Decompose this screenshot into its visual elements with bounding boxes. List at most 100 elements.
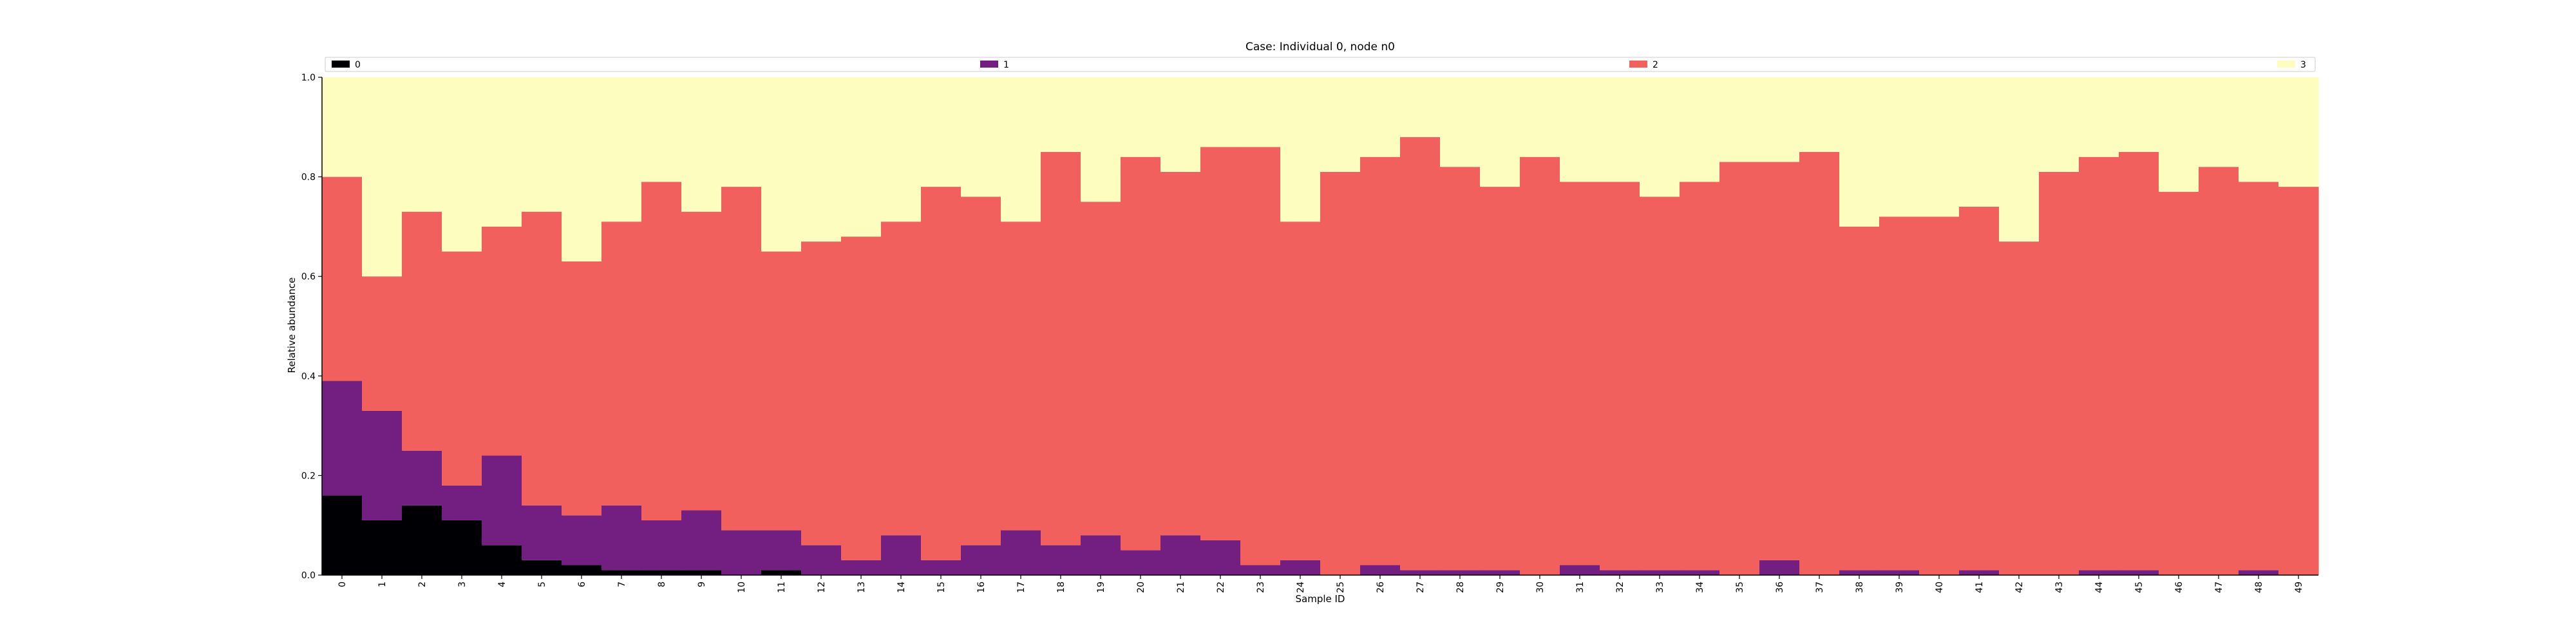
- bar-segment-series-3-sample-35: [1719, 77, 1760, 162]
- bar-segment-series-3-sample-29: [1480, 77, 1520, 187]
- bar-segment-series-3-sample-1: [362, 77, 402, 277]
- bar-segment-series-1-sample-28: [1440, 570, 1481, 575]
- bar-segment-series-2-sample-1: [362, 276, 402, 411]
- bar-segment-series-1-sample-16: [961, 545, 1001, 575]
- x-tick-label: 29: [1495, 582, 1506, 593]
- x-tick-label: 26: [1376, 582, 1386, 593]
- x-tick-label: 15: [936, 582, 947, 593]
- bar-segment-series-2-sample-15: [921, 187, 961, 560]
- bar-segment-series-3-sample-6: [562, 77, 602, 262]
- bar-segment-series-2-sample-46: [2159, 191, 2199, 575]
- bar-segment-series-2-sample-30: [1520, 156, 1560, 575]
- legend-label-1: 1: [1003, 60, 1009, 70]
- bar-segment-series-2-sample-19: [1081, 202, 1121, 536]
- bar-segment-series-3-sample-34: [1680, 77, 1720, 182]
- x-tick-label: 8: [657, 582, 667, 587]
- bar-segment-series-0-sample-11: [761, 570, 802, 575]
- x-tick-label: 42: [2014, 582, 2025, 593]
- bar-segment-series-2-sample-39: [1879, 216, 1920, 571]
- bar-segment-series-0-sample-3: [442, 520, 482, 575]
- bar-segment-series-2-sample-23: [1240, 147, 1281, 565]
- x-tick-label: 14: [896, 582, 907, 593]
- bar-segment-series-1-sample-26: [1360, 565, 1401, 575]
- bar-segment-series-1-sample-21: [1160, 535, 1201, 575]
- bar-segment-series-2-sample-22: [1200, 147, 1241, 540]
- legend-frame: [325, 57, 2316, 72]
- x-tick-label: 1: [377, 582, 388, 587]
- x-tick-label: 35: [1735, 582, 1745, 593]
- bar-segment-series-3-sample-13: [841, 77, 882, 237]
- legend-swatch-1: [980, 61, 998, 68]
- bar-segment-series-0-sample-8: [641, 570, 682, 575]
- x-tick-label: 10: [737, 582, 747, 593]
- bar-segment-series-3-sample-36: [1759, 77, 1800, 162]
- x-tick-label: 7: [617, 582, 627, 587]
- bar-segment-series-3-sample-25: [1320, 77, 1361, 172]
- bar-segment-series-0-sample-6: [562, 565, 602, 575]
- legend-swatch-3: [2277, 61, 2295, 68]
- bar-segment-series-2-sample-28: [1440, 167, 1481, 571]
- x-tick-label: 24: [1296, 582, 1306, 593]
- bar-segment-series-3-sample-9: [681, 77, 722, 212]
- bar-segment-series-0-sample-4: [482, 545, 522, 575]
- x-tick-label: 12: [817, 582, 827, 593]
- bar-segment-series-3-sample-28: [1440, 77, 1481, 167]
- bar-segment-series-2-sample-7: [601, 222, 642, 506]
- bar-segment-series-0-sample-7: [601, 570, 642, 575]
- bar-segment-series-1-sample-39: [1879, 570, 1920, 575]
- bar-segment-series-2-sample-8: [641, 182, 682, 520]
- bar-segment-series-3-sample-14: [881, 77, 922, 222]
- bar-segment-series-3-sample-44: [2079, 77, 2119, 157]
- y-tick-label: 0.0: [301, 571, 316, 581]
- bar-segment-series-3-sample-21: [1160, 77, 1201, 172]
- bar-segment-series-1-sample-20: [1121, 550, 1161, 575]
- bar-segment-series-1-sample-10: [721, 530, 762, 575]
- x-tick-label: 40: [1935, 582, 1945, 593]
- bar-segment-series-1-sample-44: [2079, 570, 2119, 575]
- legend: 0 1 2 3: [325, 57, 2316, 72]
- x-tick-label: 47: [2214, 582, 2224, 593]
- y-tick-label: 1.0: [301, 73, 316, 83]
- bar-segment-series-1-sample-15: [921, 560, 961, 575]
- bar-segment-series-2-sample-11: [761, 251, 802, 531]
- bar-segment-series-2-sample-27: [1400, 137, 1441, 571]
- bar-segment-series-1-sample-4: [482, 455, 522, 545]
- x-tick-label: 21: [1176, 582, 1186, 593]
- bar-segment-series-1-sample-27: [1400, 570, 1441, 575]
- bar-segment-series-3-sample-15: [921, 77, 961, 187]
- bar-segment-series-2-sample-24: [1280, 222, 1321, 560]
- bar-segment-series-3-sample-38: [1839, 77, 1880, 227]
- bar-segment-series-1-sample-9: [681, 510, 722, 571]
- bar-segment-series-1-sample-11: [761, 530, 802, 571]
- bar-segment-series-3-sample-8: [641, 77, 682, 182]
- x-tick-label: 37: [1815, 582, 1825, 593]
- x-tick-label: 39: [1895, 582, 1905, 593]
- bar-segment-series-2-sample-18: [1041, 151, 1081, 545]
- x-tick-label: 28: [1455, 582, 1466, 593]
- x-tick-label: 23: [1256, 582, 1266, 593]
- x-tick-label: 0: [337, 582, 348, 587]
- bar-segment-series-3-sample-18: [1041, 77, 1081, 152]
- x-tick-label: 6: [577, 582, 587, 587]
- x-tick-label: 19: [1096, 582, 1106, 593]
- bar-segment-series-1-sample-41: [1959, 570, 2000, 575]
- x-tick-label: 31: [1575, 582, 1586, 593]
- bar-segment-series-2-sample-17: [1001, 222, 1041, 531]
- x-tick-label: 34: [1695, 582, 1705, 593]
- bar-segment-series-3-sample-39: [1879, 77, 1920, 217]
- bar-segment-series-1-sample-33: [1640, 570, 1680, 575]
- bar-segment-series-2-sample-20: [1121, 156, 1161, 551]
- bar-segment-series-0-sample-0: [322, 495, 363, 575]
- axes: 0.00.20.40.60.81.00 1 2 3 4 5 6 7 8 9 10 11 12 13 14 15…: [301, 73, 2318, 593]
- bar-segment-series-2-sample-38: [1839, 226, 1880, 571]
- x-axis-label: Sample ID: [1296, 593, 1345, 605]
- bar-segment-series-2-sample-33: [1640, 196, 1680, 571]
- bar-segment-series-2-sample-5: [522, 211, 562, 506]
- bar-segment-series-2-sample-13: [841, 236, 882, 560]
- chart-title: Case: Individual 0, node n0: [1245, 41, 1395, 53]
- bar-segment-series-2-sample-25: [1320, 171, 1361, 575]
- x-tick-label: 13: [857, 582, 867, 593]
- bar-segment-series-2-sample-32: [1600, 182, 1640, 571]
- bar-segment-series-1-sample-36: [1759, 560, 1800, 575]
- bar-segment-series-2-sample-35: [1719, 162, 1760, 575]
